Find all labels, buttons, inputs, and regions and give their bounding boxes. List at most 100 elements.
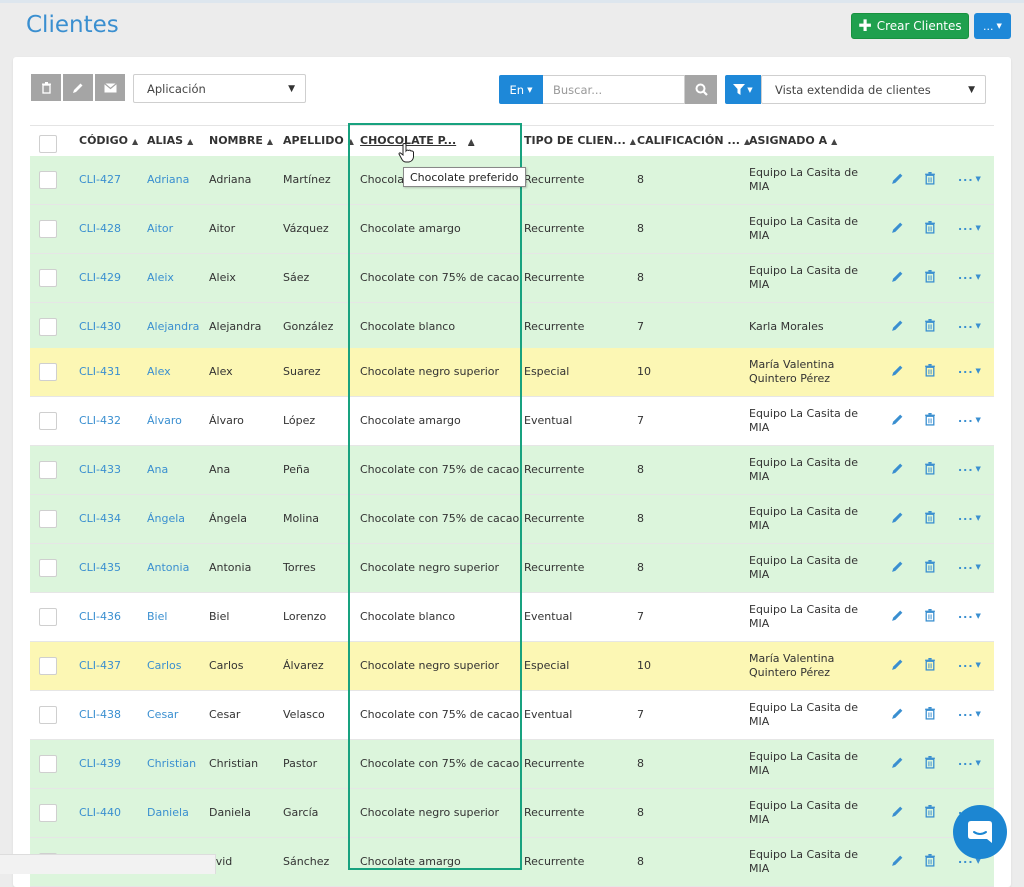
column-header-tipo[interactable]: TIPO DE CLIEN... ▲ (524, 134, 636, 147)
row-checkbox[interactable] (39, 363, 57, 381)
trash-icon[interactable] (924, 707, 936, 724)
column-header-apellido[interactable]: APELLIDO ▲ (283, 134, 354, 147)
row-more-menu[interactable]: ...▼ (958, 608, 982, 621)
edit-icon[interactable] (891, 609, 904, 626)
client-alias-link[interactable]: Álvaro (147, 414, 182, 427)
trash-icon[interactable] (924, 413, 936, 430)
email-selected-button[interactable] (95, 74, 125, 101)
table-row[interactable]: CLI-439 Christian Christian Pastor Chocolate… (30, 740, 994, 789)
edit-icon[interactable] (891, 270, 904, 287)
row-checkbox[interactable] (39, 269, 57, 287)
row-checkbox[interactable] (39, 318, 57, 336)
client-alias-link[interactable]: Cesar (147, 708, 179, 721)
row-checkbox[interactable] (39, 657, 57, 675)
row-checkbox[interactable] (39, 220, 57, 238)
table-row[interactable]: CLI-437 Carlos Carlos Álvarez Chocolate negr… (30, 642, 994, 691)
column-header-asignado[interactable]: ASIGNADO A ▲ (749, 134, 837, 147)
table-row[interactable]: CLI-431 Alex Alex Suarez Chocolate negro sup… (30, 348, 994, 397)
row-checkbox[interactable] (39, 559, 57, 577)
row-checkbox[interactable] (39, 608, 57, 626)
trash-icon[interactable] (924, 609, 936, 626)
row-more-menu[interactable]: ...▼ (958, 657, 982, 670)
client-alias-link[interactable]: Carlos (147, 659, 182, 672)
select-all-checkbox[interactable] (39, 135, 57, 153)
column-header-chocolate[interactable]: CHOCOLATE P... ▲ (360, 134, 474, 147)
client-code-link[interactable]: CLI-436 (79, 610, 122, 623)
client-code-link[interactable]: CLI-435 (79, 561, 122, 574)
client-code-link[interactable]: CLI-437 (79, 659, 122, 672)
trash-icon[interactable] (924, 854, 936, 871)
search-button[interactable] (685, 75, 717, 104)
client-alias-link[interactable]: Adriana (147, 173, 190, 186)
row-checkbox[interactable] (39, 755, 57, 773)
client-code-link[interactable]: CLI-439 (79, 757, 122, 770)
trash-icon[interactable] (924, 270, 936, 287)
edit-icon[interactable] (891, 854, 904, 871)
search-input[interactable] (543, 75, 685, 104)
edit-icon[interactable] (891, 511, 904, 528)
client-code-link[interactable]: CLI-429 (79, 271, 122, 284)
table-row[interactable]: CLI-430 Alejandra Alejandra González Chocola… (30, 303, 994, 352)
row-more-menu[interactable]: ...▼ (958, 461, 982, 474)
trash-icon[interactable] (924, 560, 936, 577)
trash-icon[interactable] (924, 511, 936, 528)
edit-icon[interactable] (891, 413, 904, 430)
row-checkbox[interactable] (39, 804, 57, 822)
row-checkbox[interactable] (39, 412, 57, 430)
row-more-menu[interactable]: ...▼ (958, 559, 982, 572)
client-alias-link[interactable]: Alex (147, 365, 171, 378)
client-code-link[interactable]: CLI-431 (79, 365, 122, 378)
row-more-menu[interactable]: ...▼ (958, 706, 982, 719)
trash-icon[interactable] (924, 462, 936, 479)
row-checkbox[interactable] (39, 706, 57, 724)
row-more-menu[interactable]: ...▼ (958, 755, 982, 768)
trash-icon[interactable] (924, 319, 936, 336)
edit-icon[interactable] (891, 462, 904, 479)
client-alias-link[interactable]: Alejandra (147, 320, 200, 333)
edit-icon[interactable] (891, 172, 904, 189)
edit-icon[interactable] (891, 658, 904, 675)
trash-icon[interactable] (924, 221, 936, 238)
client-alias-link[interactable]: Ana (147, 463, 169, 476)
edit-icon[interactable] (891, 805, 904, 822)
client-code-link[interactable]: CLI-433 (79, 463, 122, 476)
client-code-link[interactable]: CLI-440 (79, 806, 122, 819)
column-header-codigo[interactable]: CÓDIGO ▲ (79, 134, 138, 147)
edit-icon[interactable] (891, 319, 904, 336)
table-row[interactable]: CLI-438 Cesar Cesar Velasco Chocolate con 75… (30, 691, 994, 740)
row-more-menu[interactable]: ...▼ (958, 269, 982, 282)
client-code-link[interactable]: CLI-432 (79, 414, 122, 427)
table-row[interactable]: CLI-440 Daniela Daniela García Chocolate neg… (30, 789, 994, 838)
client-alias-link[interactable]: Aleix (147, 271, 174, 284)
table-row[interactable]: CLI-429 Aleix Aleix Sáez Chocolate con 75% d… (30, 254, 994, 303)
client-alias-link[interactable]: Daniela (147, 806, 189, 819)
client-alias-link[interactable]: Ángela (147, 512, 186, 525)
client-alias-link[interactable]: Antonia (147, 561, 190, 574)
edit-icon[interactable] (891, 756, 904, 773)
create-clients-button[interactable]: ✚ Crear Clientes (851, 13, 969, 39)
table-row[interactable]: CLI-435 Antonia Antonia Torres Chocolate neg… (30, 544, 994, 593)
edit-selected-button[interactable] (63, 74, 93, 101)
more-actions-button[interactable]: ... ▼ (974, 13, 1011, 39)
delete-selected-button[interactable] (31, 74, 61, 101)
row-more-menu[interactable]: ...▼ (958, 412, 982, 425)
trash-icon[interactable] (924, 756, 936, 773)
row-checkbox[interactable] (39, 510, 57, 528)
client-alias-link[interactable]: Biel (147, 610, 168, 623)
row-checkbox[interactable] (39, 171, 57, 189)
client-code-link[interactable]: CLI-428 (79, 222, 122, 235)
trash-icon[interactable] (924, 172, 936, 189)
table-row[interactable]: CLI-434 Ángela Ángela Molina Chocolate con 7… (30, 495, 994, 544)
row-checkbox[interactable] (39, 461, 57, 479)
chat-launcher-button[interactable] (953, 805, 1007, 859)
edit-icon[interactable] (891, 560, 904, 577)
row-more-menu[interactable]: ...▼ (958, 171, 982, 184)
filter-button[interactable]: ▼ (725, 75, 761, 104)
edit-icon[interactable] (891, 364, 904, 381)
client-alias-link[interactable]: Christian (147, 757, 197, 770)
row-more-menu[interactable]: ...▼ (958, 318, 982, 331)
edit-icon[interactable] (891, 221, 904, 238)
row-more-menu[interactable]: ...▼ (958, 220, 982, 233)
language-dropdown[interactable]: En ▼ (499, 75, 543, 104)
client-code-link[interactable]: CLI-434 (79, 512, 122, 525)
